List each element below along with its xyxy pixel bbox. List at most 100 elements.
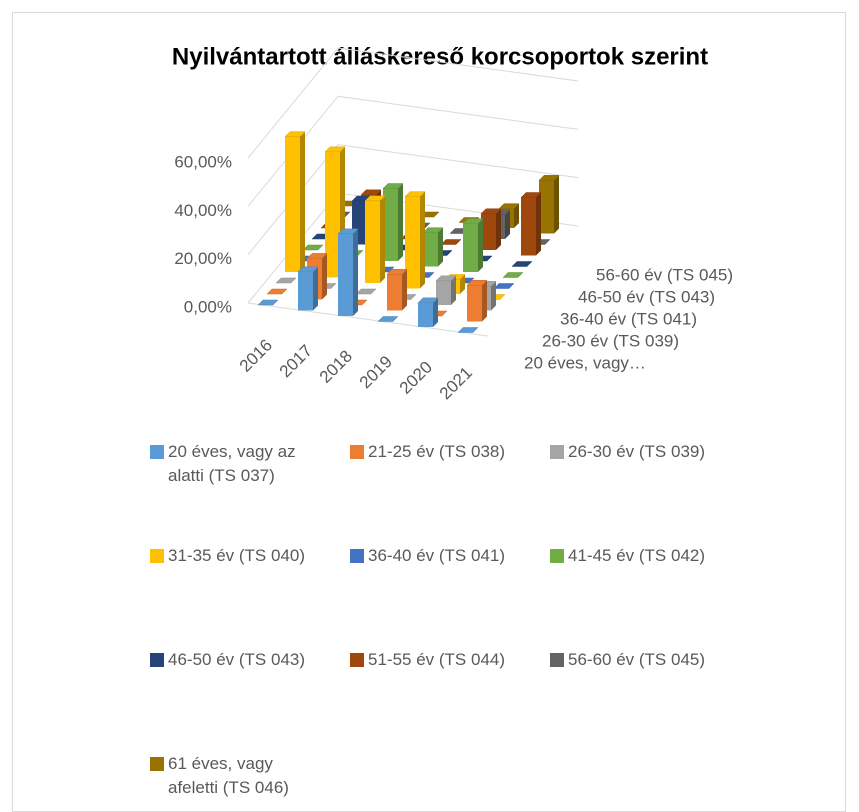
- bar-front: [467, 285, 482, 322]
- bar-side: [491, 281, 496, 311]
- bar: [377, 316, 399, 322]
- legend-swatch: [350, 549, 364, 563]
- legend-entry: 26-30 év (TS 039): [550, 440, 753, 464]
- bar: [520, 192, 542, 256]
- bar-front: [418, 302, 433, 327]
- x-tick-label: 2020: [396, 358, 436, 398]
- bar-side: [353, 228, 358, 316]
- legend-label: 20 éves, vagy az alatti (TS 037): [168, 442, 296, 485]
- legend-entry: 31-35 év (TS 040): [150, 544, 353, 568]
- legend-entry: 61 éves, vagy afeletti (TS 046): [150, 752, 298, 800]
- legend-label: 21-25 év (TS 038): [368, 442, 506, 461]
- bar-top: [511, 261, 533, 267]
- bar-side: [496, 208, 501, 250]
- legend-swatch: [150, 445, 164, 459]
- legend-swatch: [150, 549, 164, 563]
- bar: [511, 261, 533, 267]
- x-tick-label: 2021: [436, 363, 476, 403]
- depth-tick-label: 46-50 év (TS 043): [578, 287, 715, 306]
- legend-swatch: [550, 653, 564, 667]
- bar-side: [514, 203, 519, 228]
- chart-title: Nyilvántartott álláskereső korcsoportok …: [172, 43, 708, 70]
- y-tick-label: 40,00%: [174, 201, 232, 220]
- bar-front: [423, 232, 438, 267]
- bar-top: [382, 183, 404, 189]
- bar-top: [377, 316, 399, 322]
- bar-front: [405, 196, 420, 289]
- bar-top: [306, 253, 328, 259]
- bar-front: [436, 280, 451, 305]
- bar-front: [365, 200, 380, 283]
- y-tick-label: 60,00%: [174, 152, 232, 171]
- legend-entry: 56-60 év (TS 045): [550, 648, 753, 672]
- bar: [302, 244, 324, 251]
- legend-entry: 36-40 év (TS 041): [350, 544, 553, 568]
- bar-top: [302, 244, 324, 251]
- legend-entry: 21-25 év (TS 038): [350, 440, 553, 464]
- bar-side: [505, 209, 510, 239]
- bar-top: [404, 191, 426, 197]
- y-tick-label: 0,00%: [184, 297, 232, 316]
- bar: [435, 275, 457, 305]
- bar: [324, 146, 346, 278]
- x-tick-label: 2019: [356, 352, 396, 392]
- bar: [457, 327, 479, 333]
- legend-swatch: [350, 445, 364, 459]
- bar-front: [285, 136, 300, 272]
- bar-side: [478, 218, 483, 272]
- bar-top: [440, 239, 462, 245]
- bar: [462, 218, 484, 272]
- bar: [337, 228, 359, 316]
- bar-top: [520, 192, 542, 198]
- bar: [404, 191, 426, 289]
- page: Nyilvántartott álláskereső korcsoportok …: [12, 12, 846, 812]
- depth-tick-label: 20 éves, vagy…: [524, 353, 646, 372]
- x-tick-label: 2018: [316, 347, 356, 387]
- bar-side: [322, 253, 327, 300]
- legend-entry: 51-55 év (TS 044): [350, 648, 553, 672]
- bar-top: [457, 327, 479, 333]
- grid-line: [247, 47, 579, 159]
- bar-top: [435, 275, 457, 282]
- bar-front: [387, 274, 402, 311]
- legend-swatch: [550, 445, 564, 459]
- bar: [257, 299, 279, 306]
- bar: [266, 288, 288, 295]
- bar-top: [462, 218, 484, 224]
- depth-tick-label: 56-60 év (TS 045): [596, 265, 733, 284]
- grid-line: [247, 95, 579, 207]
- legend-label: 31-35 év (TS 040): [168, 546, 306, 565]
- bar-side: [460, 274, 465, 294]
- bar: [440, 239, 462, 245]
- x-tick-label: 2017: [276, 341, 316, 381]
- bar: [538, 175, 560, 234]
- bar-top: [364, 195, 386, 202]
- bar: [284, 131, 306, 272]
- bar-side: [380, 195, 385, 283]
- legend-label: 36-40 év (TS 041): [368, 546, 506, 565]
- bar-top: [257, 299, 279, 306]
- bar-side: [554, 175, 559, 234]
- legend-label: 61 éves, vagy afeletti (TS 046): [168, 754, 289, 797]
- legend-label: 51-55 év (TS 044): [368, 650, 506, 669]
- legend-label: 46-50 év (TS 043): [168, 650, 306, 669]
- bar: [382, 183, 404, 261]
- bar-top: [493, 283, 515, 289]
- bar-front: [481, 213, 496, 250]
- bar-top: [360, 189, 382, 196]
- bar-front: [463, 223, 478, 272]
- bar-side: [398, 183, 403, 261]
- depth-tick-label: 36-40 év (TS 041): [560, 309, 697, 328]
- bar-top: [297, 266, 319, 273]
- bar-top: [266, 288, 288, 295]
- bar-side: [433, 297, 438, 327]
- grid-line: [247, 144, 579, 255]
- bar-top: [480, 208, 502, 214]
- bar-top: [466, 280, 488, 286]
- legend-label: 26-30 év (TS 039): [568, 442, 706, 461]
- bar-side: [420, 191, 425, 289]
- depth-tick-label: 26-30 év (TS 039): [542, 331, 679, 350]
- legend-entry: 46-50 év (TS 043): [150, 648, 353, 672]
- bar-top: [538, 175, 560, 181]
- legend-entry: 20 éves, vagy az alatti (TS 037): [150, 440, 298, 488]
